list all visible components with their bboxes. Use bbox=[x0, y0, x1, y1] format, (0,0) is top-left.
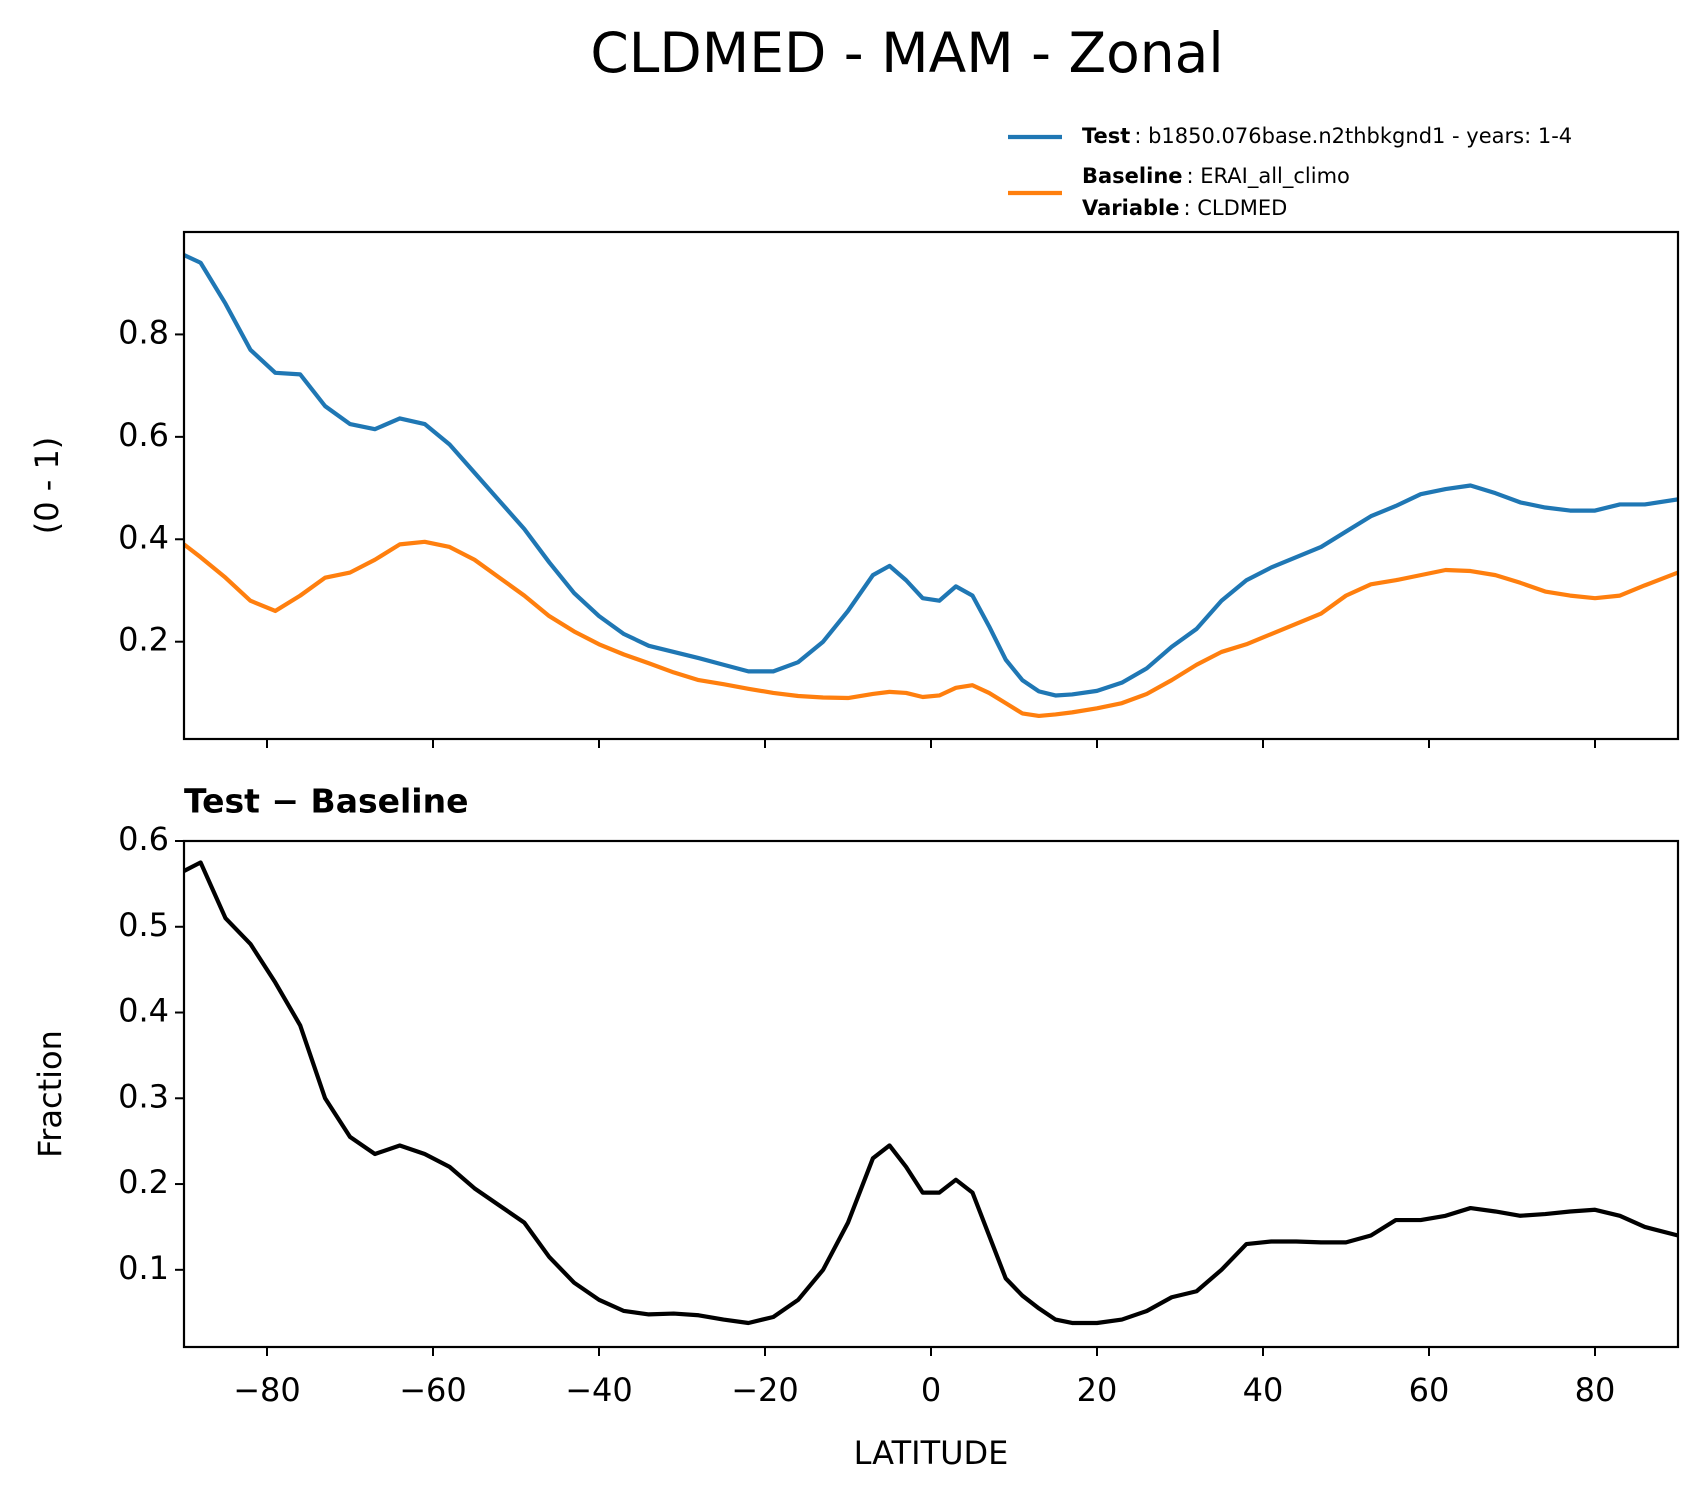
legend-name: Baseline bbox=[1082, 164, 1183, 188]
y-tick-label: 0.2 bbox=[118, 621, 169, 659]
legend-name: Variable bbox=[1082, 196, 1179, 220]
y-axis-label: Fraction bbox=[31, 1030, 69, 1158]
legend-entry: Baseline: ERAI_all_climo bbox=[1082, 164, 1350, 189]
series-line bbox=[184, 253, 1678, 698]
y-tick-label: 0.2 bbox=[118, 1163, 169, 1201]
y-tick-label: 0.4 bbox=[118, 992, 169, 1030]
y-tick-label: 0.8 bbox=[118, 313, 169, 351]
y-axis-label: (0 - 1) bbox=[28, 437, 66, 535]
legend-description: : b1850.076base.n2thbkgnd1 - years: 1-4 bbox=[1134, 124, 1572, 148]
axes-frame bbox=[182, 230, 1680, 741]
x-tick-label: −60 bbox=[399, 1371, 467, 1409]
legend-entry: Test: b1850.076base.n2thbkgnd1 - years: … bbox=[1082, 124, 1572, 148]
y-tick-label: 0.3 bbox=[118, 1077, 169, 1115]
x-tick-label: −40 bbox=[565, 1371, 633, 1409]
figure-title: CLDMED - MAM - Zonal bbox=[590, 21, 1223, 85]
series-line bbox=[184, 539, 1678, 719]
x-tick-label: 60 bbox=[1409, 1371, 1450, 1409]
y-tick-label: 0.6 bbox=[118, 416, 169, 454]
y-tick-label: 0.1 bbox=[118, 1249, 169, 1287]
x-tick-label: 20 bbox=[1077, 1371, 1118, 1409]
x-tick-label: −80 bbox=[233, 1371, 301, 1409]
x-tick-label: −20 bbox=[731, 1371, 799, 1409]
legend-name: Test bbox=[1082, 124, 1130, 148]
x-tick-label: 0 bbox=[921, 1371, 941, 1409]
y-tick-label: 0.6 bbox=[118, 820, 169, 858]
series-line bbox=[184, 860, 1678, 1326]
legend-description: : ERAI_all_climo bbox=[1187, 164, 1350, 189]
legend-description: : CLDMED bbox=[1183, 196, 1287, 220]
x-tick-label: 40 bbox=[1243, 1371, 1284, 1409]
x-tick-label: 80 bbox=[1575, 1371, 1616, 1409]
x-axis-label: LATITUDE bbox=[854, 1434, 1009, 1472]
y-tick-label: 0.4 bbox=[118, 518, 169, 556]
subplot-title: Test − Baseline bbox=[184, 782, 469, 821]
y-tick-label: 0.5 bbox=[118, 906, 169, 944]
axes-frame bbox=[182, 839, 1680, 1349]
legend-entry: Variable: CLDMED bbox=[1082, 196, 1287, 220]
